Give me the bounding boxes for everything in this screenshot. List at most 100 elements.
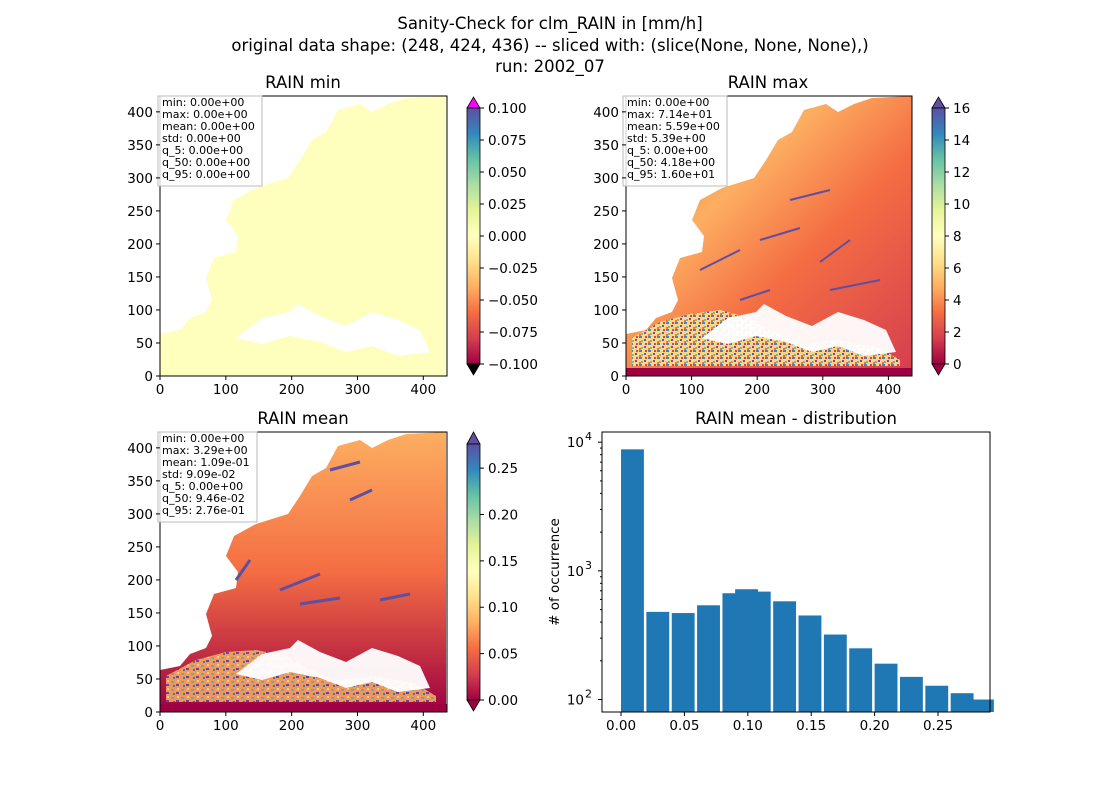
stats-box: min: 0.00e+00 max: 7.14e+01 mean: 5.59e+… [622, 95, 728, 187]
y-tick-label: 400 [127, 441, 153, 457]
y-tick-label: 350 [593, 138, 619, 154]
x-tick-label: 400 [410, 382, 436, 398]
y-tick-label: 250 [127, 540, 153, 556]
y-tick-label: 250 [593, 204, 619, 220]
stats-box: min: 0.00e+00 max: 0.00e+00 mean: 0.00e+… [157, 95, 263, 187]
speckled-band [166, 650, 436, 702]
colorbar-tick-label: −0.025 [488, 261, 538, 277]
colorbar-tick-label: −0.050 [488, 293, 538, 309]
x-tick-label: 0 [156, 718, 165, 734]
y-tick-label: 50 [136, 672, 153, 688]
map-image [626, 96, 912, 376]
figure-title-line-1: Sanity-Check for clm_RAIN in [mm/h] [397, 14, 702, 34]
colorbar-tick-label: 16 [953, 101, 970, 117]
y-tick-label: 300 [593, 171, 619, 187]
y-tick-label: 10 [567, 435, 584, 451]
colorbar-body [931, 107, 946, 365]
y-tick-exponent: 2 [585, 688, 592, 701]
histogram-bar [646, 611, 670, 712]
x-tick-label: 0.00 [606, 718, 636, 734]
x-tick-label: 400 [875, 382, 901, 398]
y-tick-label: 10 [567, 693, 584, 709]
histogram-bars [621, 449, 994, 712]
x-axis: 0.00 0.05 0.10 0.15 0.20 0.25 [606, 712, 953, 734]
colorbar-tick-label: −0.075 [488, 325, 538, 341]
x-axis: 0 100 200 300 400 [622, 376, 901, 398]
stat-line: max: 0.00e+00 [162, 108, 248, 121]
y-tick-label: 0 [144, 369, 153, 385]
y-axis-label: # of occurrence [547, 518, 563, 626]
x-axis: 0 100 200 300 400 [156, 712, 436, 734]
histogram-bar [925, 685, 949, 712]
y-tick-label: 200 [127, 573, 153, 589]
x-tick-label: 0.15 [796, 718, 826, 734]
y-tick-label: 250 [127, 204, 153, 220]
stat-line: std: 5.39e+00 [627, 132, 706, 145]
sea-cut [236, 640, 430, 692]
x-tick-label: 100 [213, 718, 239, 734]
x-tick-label: 100 [213, 382, 239, 398]
histogram-bar [671, 613, 695, 712]
histogram-bar [798, 615, 822, 712]
x-tick-label: 0 [622, 382, 631, 398]
y-tick-exponent: 4 [585, 430, 592, 443]
y-tick-label: 300 [127, 507, 153, 523]
histogram-bar [823, 634, 847, 712]
map-image [160, 432, 447, 712]
y-axis: 0 50 100 150 200 250 300 350 400 [127, 441, 160, 721]
sea-cut [702, 304, 896, 356]
stat-line: min: 0.00e+00 [162, 96, 244, 109]
panel-rain-mean-distribution: RAIN mean - distribution 0.00 0.05 0.10 0.1… [547, 409, 994, 734]
y-tick-exponent: 3 [585, 559, 592, 572]
y-axis: 0 50 100 150 200 250 300 350 400 [593, 105, 626, 385]
stat-line: q_5: 0.00e+00 [627, 144, 708, 157]
colorbar-under-arrow [466, 699, 481, 712]
y-tick-label: 150 [127, 270, 153, 286]
y-tick-label: 400 [127, 105, 153, 121]
colorbar-tick-label: 0.20 [488, 507, 518, 523]
colorbar-tick-label: 0.00 [488, 693, 518, 709]
stat-line: mean: 5.59e+00 [627, 120, 720, 133]
colorbar-tick-label: 10 [953, 197, 970, 213]
x-tick-label: 300 [810, 382, 836, 398]
colorbar-over-arrow [931, 96, 946, 109]
axes-frame [601, 431, 991, 713]
y-tick-label: 100 [127, 303, 153, 319]
figure-title-line-2: original data shape: (248, 424, 436) -- … [231, 36, 868, 55]
stat-line: min: 0.00e+00 [627, 96, 709, 109]
colorbar-tick-label: 6 [953, 261, 962, 277]
panel-title: RAIN max [728, 73, 809, 92]
colorbar-tick-label: 0.10 [488, 600, 518, 616]
stat-line: q_95: 2.76e-01 [162, 504, 245, 517]
panel-rain-max: RAIN max min: 0.00e+00 max: 7.14e+01 mea… [593, 73, 970, 398]
colorbar-tick-label: 4 [953, 293, 962, 309]
histogram-bar [970, 699, 994, 712]
land-mass [160, 432, 446, 712]
y-tick-label: 100 [593, 303, 619, 319]
axes-frame [625, 95, 913, 377]
colorbar-ticks: 0.25 0.20 0.15 0.10 0.05 0.00 [480, 461, 518, 709]
panel-title: RAIN mean [257, 409, 348, 428]
colorbar-tick-label: 0.15 [488, 554, 518, 570]
stat-line: q_50: 9.46e-02 [162, 492, 245, 505]
stat-line: q_5: 0.00e+00 [162, 480, 243, 493]
colorbar-tick-label: 0.05 [488, 647, 518, 663]
stat-line: std: 9.09e-02 [162, 468, 235, 481]
sea-cut [236, 304, 430, 356]
land-mass [160, 96, 446, 376]
y-tick-label: 0 [144, 705, 153, 721]
y-tick-label: 0 [610, 369, 619, 385]
stat-line: q_50: 4.18e+00 [627, 156, 715, 169]
x-tick-label: 0.10 [733, 718, 763, 734]
x-tick-label: 200 [279, 382, 305, 398]
y-tick-label: 150 [593, 270, 619, 286]
x-tick-label: 0.05 [669, 718, 699, 734]
y-tick-label: 150 [127, 606, 153, 622]
colorbar-tick-label: 0.050 [488, 165, 527, 181]
x-tick-label: 200 [279, 718, 305, 734]
colorbar-ticks: 0.100 0.075 0.050 0.025 0.000 −0.025 −0.050 −0.… [480, 101, 538, 373]
stat-line: max: 7.14e+01 [627, 108, 713, 121]
stat-line: q_95: 1.60e+01 [627, 168, 715, 181]
colorbar-tick-label: 12 [953, 165, 970, 181]
figure-title-line-3: run: 2002_07 [495, 57, 605, 77]
